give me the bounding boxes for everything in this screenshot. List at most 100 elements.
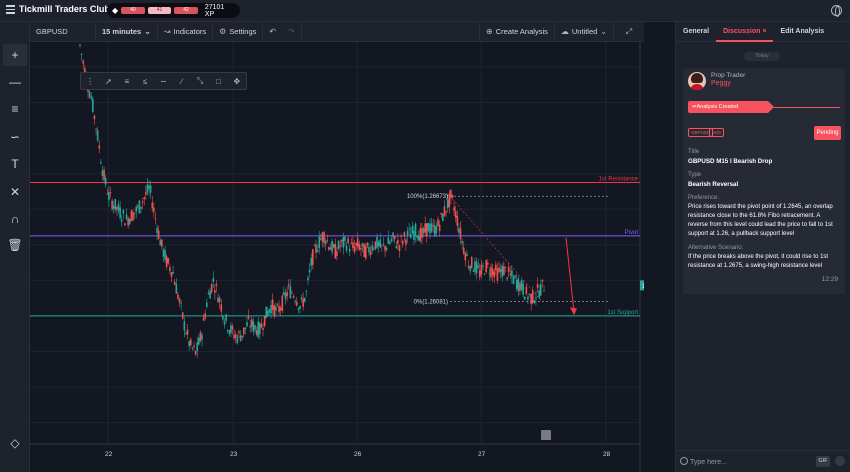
symbol-selector[interactable]: GBPUSD [30, 21, 96, 42]
candle-body [434, 225, 436, 236]
replay-icon [541, 430, 551, 440]
candle-body [355, 242, 357, 246]
candle-body [323, 232, 325, 243]
crosshair-tool-icon[interactable]: + [3, 44, 27, 66]
redo-button[interactable]: ↷ [282, 21, 302, 42]
price-chart[interactable]: 1.274001.272001.268001.266001.264001.262… [30, 42, 644, 472]
candle-body [175, 284, 178, 294]
candle-body [491, 268, 494, 276]
brush-icon[interactable]: ∽ [160, 76, 167, 86]
menu-icon[interactable] [6, 5, 15, 14]
xp-progress[interactable]: ◆ 40 41 42 27101 XP [107, 3, 240, 18]
timeframe-selector[interactable]: 15 minutes ⌄ [96, 21, 158, 42]
candle-body [501, 265, 504, 278]
fullscreen-button[interactable]: ⤢ [614, 22, 644, 42]
candle-body [336, 251, 338, 256]
level-label: 1st Resistance [599, 177, 639, 183]
candle-body [98, 145, 101, 149]
create-analysis-button[interactable]: ⊕ Create Analysis [479, 21, 555, 42]
candle-body [249, 326, 251, 328]
candle-body [334, 244, 337, 259]
candle-body [278, 306, 280, 313]
undo-button[interactable]: ↶ [263, 22, 282, 42]
redo-icon: ↷ [288, 27, 295, 36]
candle-body [353, 246, 356, 253]
candle-body [138, 200, 141, 214]
avatar[interactable] [688, 72, 706, 90]
candle-body [299, 305, 301, 309]
candle-body [308, 269, 311, 273]
candle-body [114, 198, 117, 211]
candle-body [260, 324, 263, 328]
title-label: Title [688, 149, 700, 155]
candle-body [366, 242, 369, 246]
layout-selector[interactable]: ☁ Untitled ⌄ [555, 21, 614, 42]
trend-line-icon[interactable]: ➚ [105, 76, 112, 86]
brand[interactable]: Tickmill Traders Club [6, 4, 110, 14]
candle-body [111, 200, 113, 210]
indicators-button[interactable]: ↝ Indicators [158, 21, 214, 42]
pattern-tool-icon[interactable]: ✕ [9, 185, 21, 199]
fib-icon[interactable]: ⤡ [196, 76, 204, 85]
candle-body [414, 223, 417, 237]
candle-body [303, 297, 306, 302]
candle-body [448, 193, 451, 208]
candle-body [315, 244, 317, 253]
candle-body [125, 214, 128, 220]
candle-body [321, 232, 324, 242]
candle-body [259, 322, 261, 335]
settings-button[interactable]: ⚙ Settings [213, 21, 264, 42]
author-name[interactable]: Peggy [711, 80, 731, 87]
candle-body [432, 225, 435, 227]
candle-body [198, 337, 200, 345]
horizontal-line-tool-icon[interactable]: — [9, 75, 21, 89]
ray-icon[interactable]: ∕ [181, 76, 183, 86]
level-label: Pivot [625, 230, 639, 236]
chart-canvas[interactable]: 1.274001.272001.268001.266001.264001.262… [30, 42, 644, 472]
candle-body [397, 239, 399, 244]
candle-body [347, 238, 349, 244]
candle-body [226, 330, 229, 332]
magnet-tool-icon[interactable]: ∩ [10, 212, 20, 226]
emoji-icon[interactable] [680, 457, 688, 465]
close-icon[interactable]: × [762, 27, 767, 35]
send-icon[interactable] [835, 456, 845, 466]
message-input[interactable] [690, 455, 810, 469]
tab-discussion[interactable]: Discussion × [716, 22, 774, 42]
candle-body [464, 252, 467, 261]
crosshair-icon[interactable]: ✥ [233, 76, 241, 86]
candle-body [430, 223, 433, 232]
candle-body [92, 98, 94, 112]
parallel-channel-icon[interactable]: ≡ [124, 76, 130, 86]
trash-icon[interactable]: 🗑 [7, 238, 23, 252]
candle-body [520, 280, 523, 290]
candle-body [291, 292, 293, 294]
tab-edit-analysis[interactable]: Edit Analysis [780, 27, 825, 35]
candle-body [536, 283, 539, 288]
layers-icon[interactable]: ◇ [10, 436, 20, 450]
brush-tool-icon[interactable]: ∽ [9, 130, 21, 144]
rectangle-icon[interactable]: □ [216, 76, 221, 86]
candle-body [279, 307, 282, 310]
candle-body [133, 212, 136, 214]
status-badge[interactable]: Pending [814, 126, 841, 140]
candle-body [183, 321, 186, 331]
candle-body [490, 266, 492, 278]
candle-body [128, 219, 131, 224]
candle-body [148, 185, 150, 189]
globe-icon[interactable] [831, 5, 842, 17]
tab-general[interactable]: General [683, 27, 710, 35]
candle-body [450, 189, 452, 199]
candle-body [342, 237, 345, 248]
candle-body [385, 247, 388, 250]
regression-icon[interactable]: ≤ [142, 76, 148, 86]
candle-body [406, 230, 409, 237]
panel-splitter[interactable] [668, 22, 675, 472]
candle-body [527, 296, 529, 300]
candle-body [467, 266, 470, 268]
pitchfork-tool-icon[interactable]: ≡ [11, 102, 19, 116]
gif-button[interactable]: GIF [816, 456, 830, 467]
candle-body [188, 341, 190, 346]
text-tool-icon[interactable]: T [11, 157, 19, 171]
drag-handle-icon[interactable]: ⋮ [86, 76, 95, 86]
